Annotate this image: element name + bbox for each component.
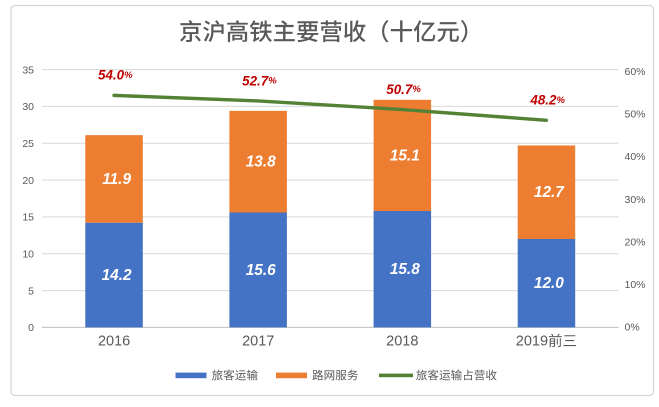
svg-text:20%: 20% [625, 236, 646, 248]
svg-text:50%: 50% [625, 109, 646, 121]
svg-text:13.8: 13.8 [246, 154, 276, 171]
svg-text:11.9: 11.9 [102, 171, 131, 188]
svg-text:0%: 0% [625, 322, 640, 334]
svg-text:54.0%: 54.0% [98, 68, 133, 83]
svg-text:12.0: 12.0 [534, 275, 564, 292]
svg-text:15: 15 [22, 212, 34, 224]
svg-text:10%: 10% [625, 279, 646, 291]
svg-text:52.7%: 52.7% [242, 73, 277, 88]
svg-text:40%: 40% [625, 151, 646, 163]
svg-text:25: 25 [22, 138, 34, 150]
svg-text:15.6: 15.6 [246, 262, 276, 279]
svg-text:10: 10 [22, 249, 34, 261]
svg-text:2018: 2018 [386, 334, 418, 350]
svg-text:0: 0 [28, 322, 34, 334]
svg-text:30%: 30% [625, 194, 646, 206]
svg-text:60%: 60% [625, 66, 646, 78]
svg-text:14.2: 14.2 [102, 267, 132, 284]
svg-text:2017: 2017 [242, 334, 274, 350]
svg-text:12.7: 12.7 [534, 184, 565, 201]
svg-text:15.8: 15.8 [390, 261, 420, 278]
svg-text:20: 20 [22, 175, 34, 187]
svg-text:2019: 2019 [516, 334, 548, 350]
svg-text:30: 30 [22, 101, 34, 113]
svg-text:50.7%: 50.7% [386, 82, 421, 97]
svg-text:2016: 2016 [98, 334, 130, 350]
svg-text:48.2%: 48.2% [529, 93, 565, 108]
svg-text:35: 35 [22, 64, 34, 76]
svg-text:15.1: 15.1 [390, 147, 420, 164]
svg-text:5: 5 [28, 285, 34, 297]
